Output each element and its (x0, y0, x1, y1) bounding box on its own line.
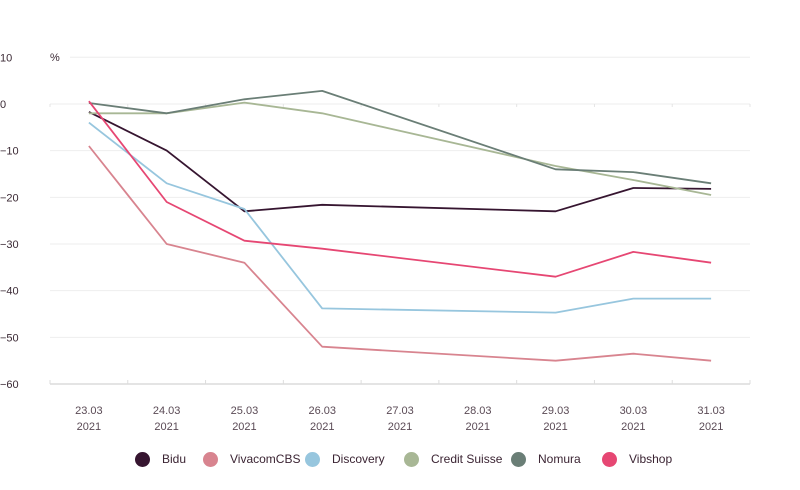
series-line-nomura[interactable] (88, 90, 712, 185)
x-tick-label-year: 2021 (543, 421, 567, 433)
gridlines (50, 56, 750, 385)
legend-swatch-icon (203, 451, 218, 467)
x-tick-label-year: 2021 (232, 421, 256, 433)
x-tick-label-date: 31.03 (697, 405, 725, 417)
legend-label: Bidu (162, 452, 187, 466)
series-line-vivacomcbs[interactable] (88, 145, 712, 362)
y-tick-label: 10 (0, 52, 12, 64)
legend-item[interactable]: Discovery (305, 450, 385, 468)
x-tick-label-year: 2021 (621, 421, 645, 433)
x-tick-label-year: 2021 (154, 421, 178, 433)
legend-label: VivacomCBS (230, 452, 301, 466)
x-tick-label-date: 28.03 (464, 405, 492, 417)
legend-swatch-icon (305, 451, 320, 467)
x-tick-label-date: 24.03 (153, 405, 181, 417)
y-axis-unit-label: % (50, 52, 60, 64)
legend-swatch-icon (404, 451, 419, 467)
x-tick-label-year: 2021 (310, 421, 334, 433)
legend-item[interactable]: Bidu (135, 450, 186, 468)
legend-swatch-icon (511, 451, 526, 467)
y-tick-label: −50 (0, 332, 19, 344)
x-tick-label-year: 2021 (466, 421, 490, 433)
y-tick-label: −10 (0, 146, 19, 158)
x-tick-label-year: 2021 (699, 421, 723, 433)
x-tick-label-date: 26.03 (308, 405, 336, 417)
legend-item[interactable]: Nomura (511, 450, 581, 468)
legend-item[interactable]: Credit Suisse (404, 450, 502, 468)
x-tick-label-date: 23.03 (75, 405, 103, 417)
y-tick-label: 0 (0, 99, 6, 111)
y-tick-label: −60 (0, 379, 19, 391)
series-line-discovery[interactable] (88, 121, 712, 314)
legend-label: Discovery (332, 452, 385, 466)
x-tick-label-date: 29.03 (542, 405, 570, 417)
x-tick-label-year: 2021 (77, 421, 101, 433)
series-lines (88, 90, 712, 362)
y-tick-label: −30 (0, 239, 19, 251)
line-chart: 10 0 −10 −20 −30 −40 −50 −60 % 23.03 2021 24.03 20… (0, 52, 751, 433)
x-tick-label-date: 25.03 (231, 405, 259, 417)
legend-label: Credit Suisse (431, 452, 503, 466)
legend-item[interactable]: VivacomCBS (203, 450, 300, 468)
x-tick-label-date: 27.03 (386, 405, 414, 417)
series-line-bidu[interactable] (88, 111, 712, 213)
legend: Bidu VivacomCBS Discovery Credit Suisse Nomu… (0, 450, 800, 470)
y-tick-label: −40 (0, 286, 19, 298)
x-tick-label-date: 30.03 (620, 405, 648, 417)
y-axis-ticks: 10 0 −10 −20 −30 −40 −50 −60 (0, 52, 19, 391)
x-tick-label-year: 2021 (388, 421, 412, 433)
x-axis-ticks: 23.03 2021 24.03 2021 25.03 2021 26.03 2021 27.0… (75, 405, 725, 433)
series-line-vibshop[interactable] (88, 100, 712, 278)
legend-label: Nomura (538, 452, 581, 466)
legend-swatch-icon (135, 451, 150, 467)
legend-swatch-icon (602, 451, 617, 467)
legend-label: Vibshop (629, 452, 673, 466)
y-tick-label: −20 (0, 192, 19, 204)
legend-item[interactable]: Vibshop (602, 450, 672, 468)
